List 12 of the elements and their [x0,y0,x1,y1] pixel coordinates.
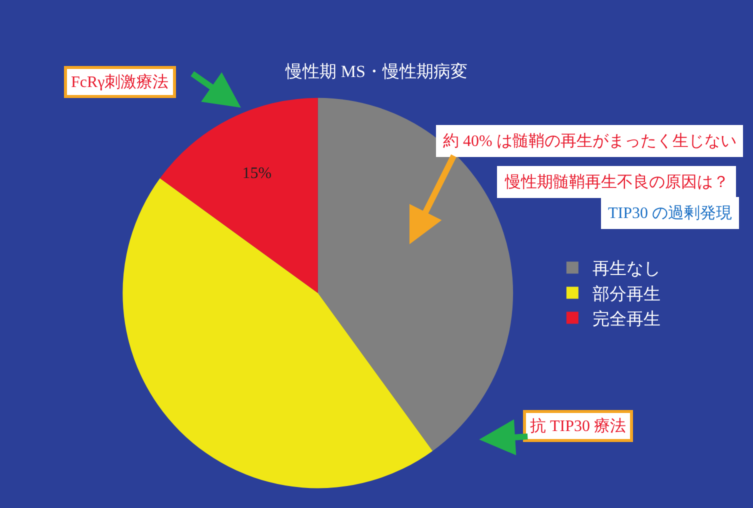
text: 慢性期髄鞘再生不良の原因は？ [504,173,729,191]
pie-slice [122,178,433,488]
text: 抗 TIP30 療法 [530,417,626,435]
pie-slice [160,98,318,294]
text: FcRγ刺激療法 [71,73,169,91]
data-label: 15% [242,164,272,182]
text: 約 40% は髄鞘の再生がまったく生じない [443,132,736,150]
text: TIP30 の過剰発現 [608,204,732,222]
legend-label: 完全再生 [592,309,660,328]
legend-label: 再生なし [592,259,660,278]
legend-label: 部分再生 [592,284,660,304]
chart-title: 慢性期 MS・慢性期病変 [284,62,468,82]
